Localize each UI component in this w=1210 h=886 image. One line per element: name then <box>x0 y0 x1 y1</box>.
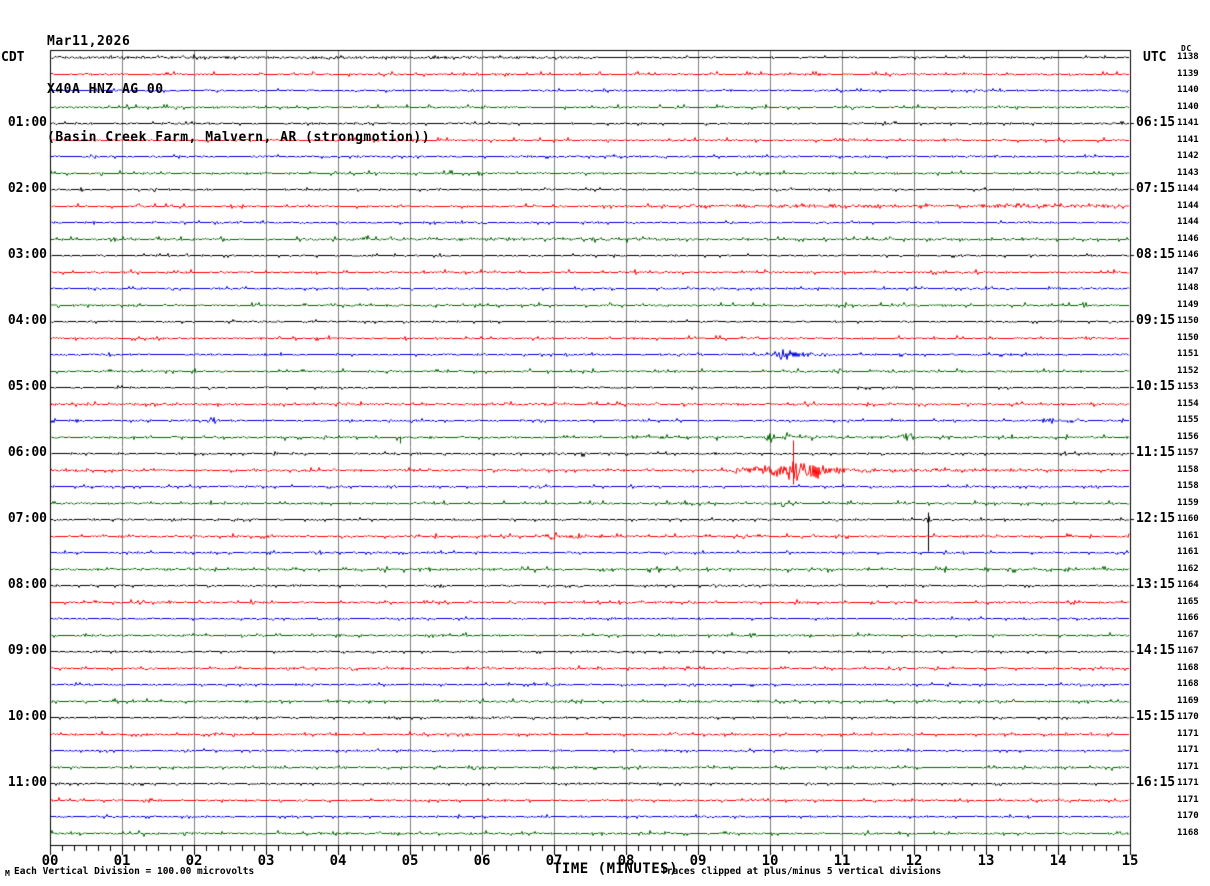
x-tick-label: 11 <box>833 853 851 869</box>
dc-value: 1160 <box>1177 514 1199 525</box>
dc-value: 1161 <box>1177 547 1199 558</box>
dc-value: 1138 <box>1177 52 1199 62</box>
footnote-vertical-division: Each Vertical Division = 100.00 microvol… <box>14 866 255 877</box>
dc-value: 1168 <box>1177 679 1199 690</box>
dc-value: 1149 <box>1177 299 1199 310</box>
dc-value: 1144 <box>1177 184 1199 195</box>
cdt-hour-label: 04:00 <box>7 313 47 329</box>
dc-value: 1153 <box>1177 382 1199 393</box>
cdt-hour-label: 02:00 <box>7 181 47 197</box>
cdt-hour-label: 05:00 <box>7 379 47 395</box>
dc-value: 1158 <box>1177 481 1199 492</box>
x-tick-label: 14 <box>1049 853 1067 869</box>
x-tick-label: 07 <box>545 853 563 869</box>
x-tick-label: 12 <box>905 853 923 869</box>
x-tick-label: 06 <box>473 853 491 869</box>
x-tick-label: 03 <box>257 853 275 869</box>
dc-value: 1171 <box>1177 794 1199 805</box>
title-date: Mar11,2026 <box>47 34 131 49</box>
utc-hour-label: 13:15 <box>1136 577 1176 593</box>
cdt-hour-label: 10:00 <box>7 709 47 725</box>
dc-value: 1171 <box>1177 778 1199 789</box>
utc-hour-label: 15:15 <box>1136 709 1176 725</box>
utc-hour-label: 14:15 <box>1136 643 1176 659</box>
utc-hour-label: 16:15 <box>1136 775 1176 791</box>
utc-hour-label: 09:15 <box>1136 313 1176 329</box>
plot-title-block: Mar11,2026 X40A HNZ AG 00 (Basin Creek F… <box>47 2 430 178</box>
dc-value: 1166 <box>1177 613 1199 624</box>
cdt-hour-label: 08:00 <box>7 577 47 593</box>
dc-value: 1150 <box>1177 332 1199 343</box>
title-station-code: X40A HNZ AG 00 <box>47 82 164 97</box>
footnote-clipping: Traces clipped at plus/minus 5 vertical … <box>661 866 942 877</box>
cdt-hour-label: 01:00 <box>7 115 47 131</box>
dc-value: 1170 <box>1177 712 1199 723</box>
dc-value: 1152 <box>1177 365 1199 376</box>
dc-value: 1165 <box>1177 596 1199 607</box>
x-tick-label: 04 <box>329 853 347 869</box>
dc-value: 1147 <box>1177 266 1199 277</box>
dc-value: 1155 <box>1177 415 1199 426</box>
dc-value: 1156 <box>1177 431 1199 442</box>
dc-value: 1154 <box>1177 398 1199 409</box>
dc-value: 1144 <box>1177 217 1199 228</box>
dc-value: 1141 <box>1177 118 1199 129</box>
utc-hour-label: 08:15 <box>1136 247 1176 263</box>
dc-value: 1151 <box>1177 349 1199 360</box>
dc-value: 1141 <box>1177 134 1199 145</box>
cdt-timezone-label: CDT <box>1 50 25 65</box>
dc-value: 1171 <box>1177 745 1199 756</box>
x-axis-label: TIME (MINUTES) <box>553 861 679 877</box>
dc-value: 1162 <box>1177 563 1199 574</box>
footnote-marker: M <box>5 869 10 878</box>
dc-value: 1146 <box>1177 250 1199 261</box>
utc-hour-label: 10:15 <box>1136 379 1176 395</box>
x-tick-label: 09 <box>689 853 707 869</box>
utc-hour-label: 12:15 <box>1136 511 1176 527</box>
cdt-hour-label: 03:00 <box>7 247 47 263</box>
dc-value: 1140 <box>1177 101 1199 112</box>
dc-column-label: DC <box>1181 44 1192 53</box>
dc-value: 1144 <box>1177 200 1199 211</box>
dc-value: 1158 <box>1177 464 1199 475</box>
dc-value: 1171 <box>1177 761 1199 772</box>
dc-value: 1146 <box>1177 233 1199 244</box>
dc-value: 1169 <box>1177 695 1199 706</box>
x-tick-label: 05 <box>401 853 419 869</box>
dc-value: 1143 <box>1177 167 1199 178</box>
utc-timezone-label: UTC <box>1143 50 1167 65</box>
cdt-hour-label: 11:00 <box>7 775 47 791</box>
dc-value: 1167 <box>1177 629 1199 640</box>
dc-value: 1164 <box>1177 580 1199 591</box>
utc-hour-label: 06:15 <box>1136 115 1176 131</box>
dc-value: 1168 <box>1177 662 1199 673</box>
x-tick-label: 00 <box>41 853 59 869</box>
dc-value: 1150 <box>1177 316 1199 327</box>
cdt-hour-label: 06:00 <box>7 445 47 461</box>
dc-value: 1167 <box>1177 646 1199 657</box>
dc-value: 1161 <box>1177 530 1199 541</box>
dc-value: 1157 <box>1177 448 1199 459</box>
title-station-location: (Basin Creek Farm, Malvern, AR (strongmo… <box>47 130 431 145</box>
dc-value: 1140 <box>1177 85 1199 96</box>
cdt-hour-label: 07:00 <box>7 511 47 527</box>
x-tick-label: 15 <box>1121 853 1139 869</box>
dc-value: 1148 <box>1177 283 1199 294</box>
dc-value: 1142 <box>1177 151 1199 162</box>
dc-value: 1139 <box>1177 68 1199 79</box>
utc-hour-label: 11:15 <box>1136 445 1176 461</box>
utc-hour-label: 07:15 <box>1136 181 1176 197</box>
dc-value: 1159 <box>1177 497 1199 508</box>
x-tick-label: 02 <box>185 853 203 869</box>
cdt-hour-label: 09:00 <box>7 643 47 659</box>
x-tick-label: 10 <box>761 853 779 869</box>
dc-value: 1170 <box>1177 811 1199 822</box>
x-tick-label: 13 <box>977 853 995 869</box>
dc-value: 1171 <box>1177 728 1199 739</box>
x-tick-label: 08 <box>617 853 635 869</box>
dc-value: 1168 <box>1177 827 1199 838</box>
x-tick-label: 01 <box>113 853 131 869</box>
